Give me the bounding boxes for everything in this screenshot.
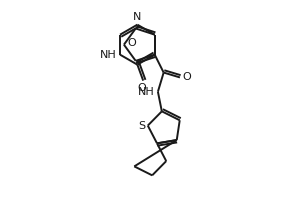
Text: O: O [127, 38, 136, 48]
Text: N: N [133, 12, 142, 22]
Text: NH: NH [100, 50, 117, 60]
Text: NH: NH [137, 87, 154, 97]
Text: S: S [138, 121, 145, 131]
Text: O: O [138, 83, 146, 93]
Text: O: O [182, 72, 191, 82]
